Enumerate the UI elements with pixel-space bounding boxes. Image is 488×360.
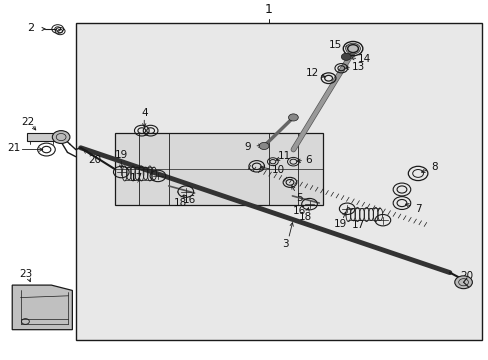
Text: 17: 17 bbox=[350, 220, 364, 230]
Text: 14: 14 bbox=[357, 54, 371, 64]
Text: 16: 16 bbox=[183, 195, 196, 205]
Text: 12: 12 bbox=[305, 68, 318, 78]
Text: 11: 11 bbox=[277, 150, 291, 161]
Text: 15: 15 bbox=[328, 40, 342, 50]
Text: 5: 5 bbox=[295, 193, 302, 203]
Text: 18: 18 bbox=[173, 198, 186, 208]
Circle shape bbox=[259, 143, 268, 149]
Text: 22: 22 bbox=[21, 117, 35, 127]
Text: 8: 8 bbox=[430, 162, 437, 172]
Text: 16: 16 bbox=[292, 206, 305, 216]
Text: 6: 6 bbox=[305, 154, 312, 165]
Text: 10: 10 bbox=[272, 165, 285, 175]
Text: 18: 18 bbox=[298, 212, 312, 222]
Text: 1: 1 bbox=[264, 3, 272, 16]
Text: 3: 3 bbox=[281, 239, 288, 249]
Text: 7: 7 bbox=[414, 204, 421, 214]
Text: 20: 20 bbox=[88, 155, 101, 165]
Text: 19: 19 bbox=[114, 150, 128, 160]
Bar bbox=[76, 23, 481, 341]
Text: 13: 13 bbox=[351, 62, 365, 72]
Circle shape bbox=[341, 53, 350, 60]
FancyBboxPatch shape bbox=[27, 133, 56, 141]
Text: 21: 21 bbox=[7, 144, 20, 153]
Text: 4: 4 bbox=[141, 108, 147, 118]
Circle shape bbox=[52, 131, 70, 144]
Text: 19: 19 bbox=[333, 220, 347, 229]
Circle shape bbox=[345, 43, 360, 54]
Text: 2: 2 bbox=[27, 23, 34, 32]
Polygon shape bbox=[12, 285, 72, 330]
Circle shape bbox=[288, 114, 298, 121]
Text: 17: 17 bbox=[129, 173, 142, 183]
Circle shape bbox=[454, 276, 471, 289]
Text: 23: 23 bbox=[19, 269, 32, 279]
Text: 20: 20 bbox=[460, 271, 472, 281]
Bar bbox=[115, 134, 322, 205]
Text: 9: 9 bbox=[244, 142, 250, 152]
